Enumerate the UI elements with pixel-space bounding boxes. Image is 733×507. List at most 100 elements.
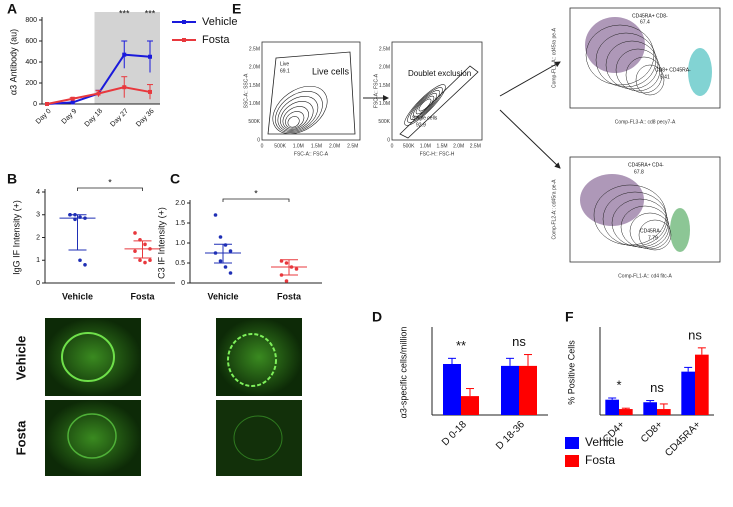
y-tick-label: 1.5 — [175, 220, 185, 227]
x-tick-label: Day 9 — [61, 108, 79, 126]
row-label: Vehicle — [13, 336, 28, 381]
annotation: * — [254, 188, 258, 198]
y-tick-label: 1.0M — [249, 101, 260, 107]
marker — [45, 102, 49, 106]
x-tick-label: 2.0M — [329, 143, 340, 149]
panel-label: D — [372, 309, 382, 325]
point — [143, 242, 147, 247]
y-tick-label: 1.0M — [379, 101, 390, 107]
y-tick-label: 3 — [36, 212, 40, 219]
x-tick-label: 1.0M — [293, 143, 304, 149]
x-tick-label: D 0-18 — [440, 419, 469, 448]
marker — [70, 100, 75, 105]
y-tick-label: 800 — [25, 17, 37, 24]
point — [143, 260, 147, 265]
micrograph — [45, 400, 141, 476]
contour — [415, 95, 435, 115]
point — [78, 258, 82, 263]
y-axis-label: Comp-FL1-A:: cd45ra pe-A — [551, 27, 557, 88]
y-tick-label: 0 — [181, 280, 185, 287]
contour — [615, 48, 661, 92]
panel-label: F — [565, 309, 574, 325]
contour — [635, 64, 665, 96]
row-label: Fosta — [13, 420, 28, 455]
annotation: * — [616, 377, 621, 392]
bar — [605, 399, 619, 415]
micrograph — [216, 318, 302, 396]
x-axis-label: Comp-FL1-A:: cd4 fitc-A — [618, 273, 672, 279]
gate — [399, 65, 479, 139]
contour — [620, 205, 670, 249]
y-axis-label: FSC-A:: FSC-A — [373, 73, 379, 108]
x-tick-label: 2.5M — [470, 143, 481, 149]
y-tick-label: 1.5M — [249, 83, 260, 89]
plot-frame — [569, 7, 721, 109]
panel-label: C — [170, 171, 180, 187]
marker — [122, 52, 127, 57]
y-tick-label: 2.5M — [249, 47, 260, 53]
y-tick-label: 400 — [25, 59, 37, 66]
gate-label: Doublet exclusion — [408, 69, 471, 78]
point — [83, 263, 87, 267]
bar — [643, 402, 657, 415]
contour — [410, 90, 440, 120]
marker — [122, 85, 127, 90]
point — [133, 231, 137, 235]
legend-label: Vehicle — [585, 435, 624, 449]
y-axis-label: Comp-FL2-A:: cd45ra pe-A — [551, 179, 557, 240]
y-tick-label: 4 — [36, 189, 40, 196]
point — [133, 249, 137, 253]
y-tick-label: 2.5M — [379, 47, 390, 53]
legend-marker — [182, 20, 186, 24]
point — [228, 249, 233, 253]
annotation: *** — [145, 8, 156, 18]
contour — [595, 32, 657, 88]
gate-label: 69.1 — [280, 68, 290, 74]
gate — [267, 51, 356, 135]
gate-label: Live — [280, 61, 289, 67]
bar — [619, 409, 633, 415]
x-tick-label: 2.0M — [453, 143, 464, 149]
marker — [148, 89, 152, 94]
glomerulus — [227, 333, 277, 387]
contour — [593, 184, 667, 246]
y-tick-label: 500K — [248, 119, 260, 125]
y-tick-label: 1 — [36, 257, 40, 264]
x-tick-label: Fosta — [277, 291, 302, 301]
y-tick-label: 500K — [378, 119, 390, 125]
x-axis-label: FSC-H:: FSC-H — [420, 151, 455, 157]
gate-label: CD45RA- — [640, 228, 662, 234]
y-axis-label: α3 Antibody (au) — [8, 29, 18, 95]
contour — [407, 87, 443, 123]
bar — [461, 396, 479, 415]
y-tick-label: 1.0 — [175, 240, 185, 247]
x-tick-label: D 18-36 — [494, 419, 527, 452]
x-tick-label: 1.5M — [436, 143, 447, 149]
x-axis-label: FSC-A:: FSC-A — [294, 151, 329, 157]
x-tick-label: 0 — [261, 143, 264, 149]
gate-label: 67.4 — [640, 19, 650, 25]
y-tick-label: 2.0 — [175, 200, 185, 207]
plot-frame — [391, 41, 483, 141]
x-tick-label: 0 — [391, 143, 394, 149]
x-tick-label: Fosta — [130, 291, 155, 301]
panel-label: E — [232, 1, 241, 17]
arrow — [499, 61, 561, 97]
annotation: * — [108, 177, 112, 187]
point — [218, 259, 223, 263]
contour — [605, 40, 659, 90]
legend-swatch — [565, 437, 579, 449]
micrographs: Vehicle Fosta — [13, 318, 302, 476]
y-tick-label: 1.5M — [379, 83, 390, 89]
x-tick-label: Day 27 — [109, 108, 130, 129]
bar — [695, 354, 709, 415]
contour — [638, 219, 672, 251]
point — [284, 279, 289, 283]
x-tick-label: 1.0M — [420, 143, 431, 149]
y-tick-label: 0 — [257, 137, 260, 143]
contour — [404, 84, 446, 126]
gate-label: Single cells — [412, 115, 438, 121]
contour — [285, 111, 305, 129]
